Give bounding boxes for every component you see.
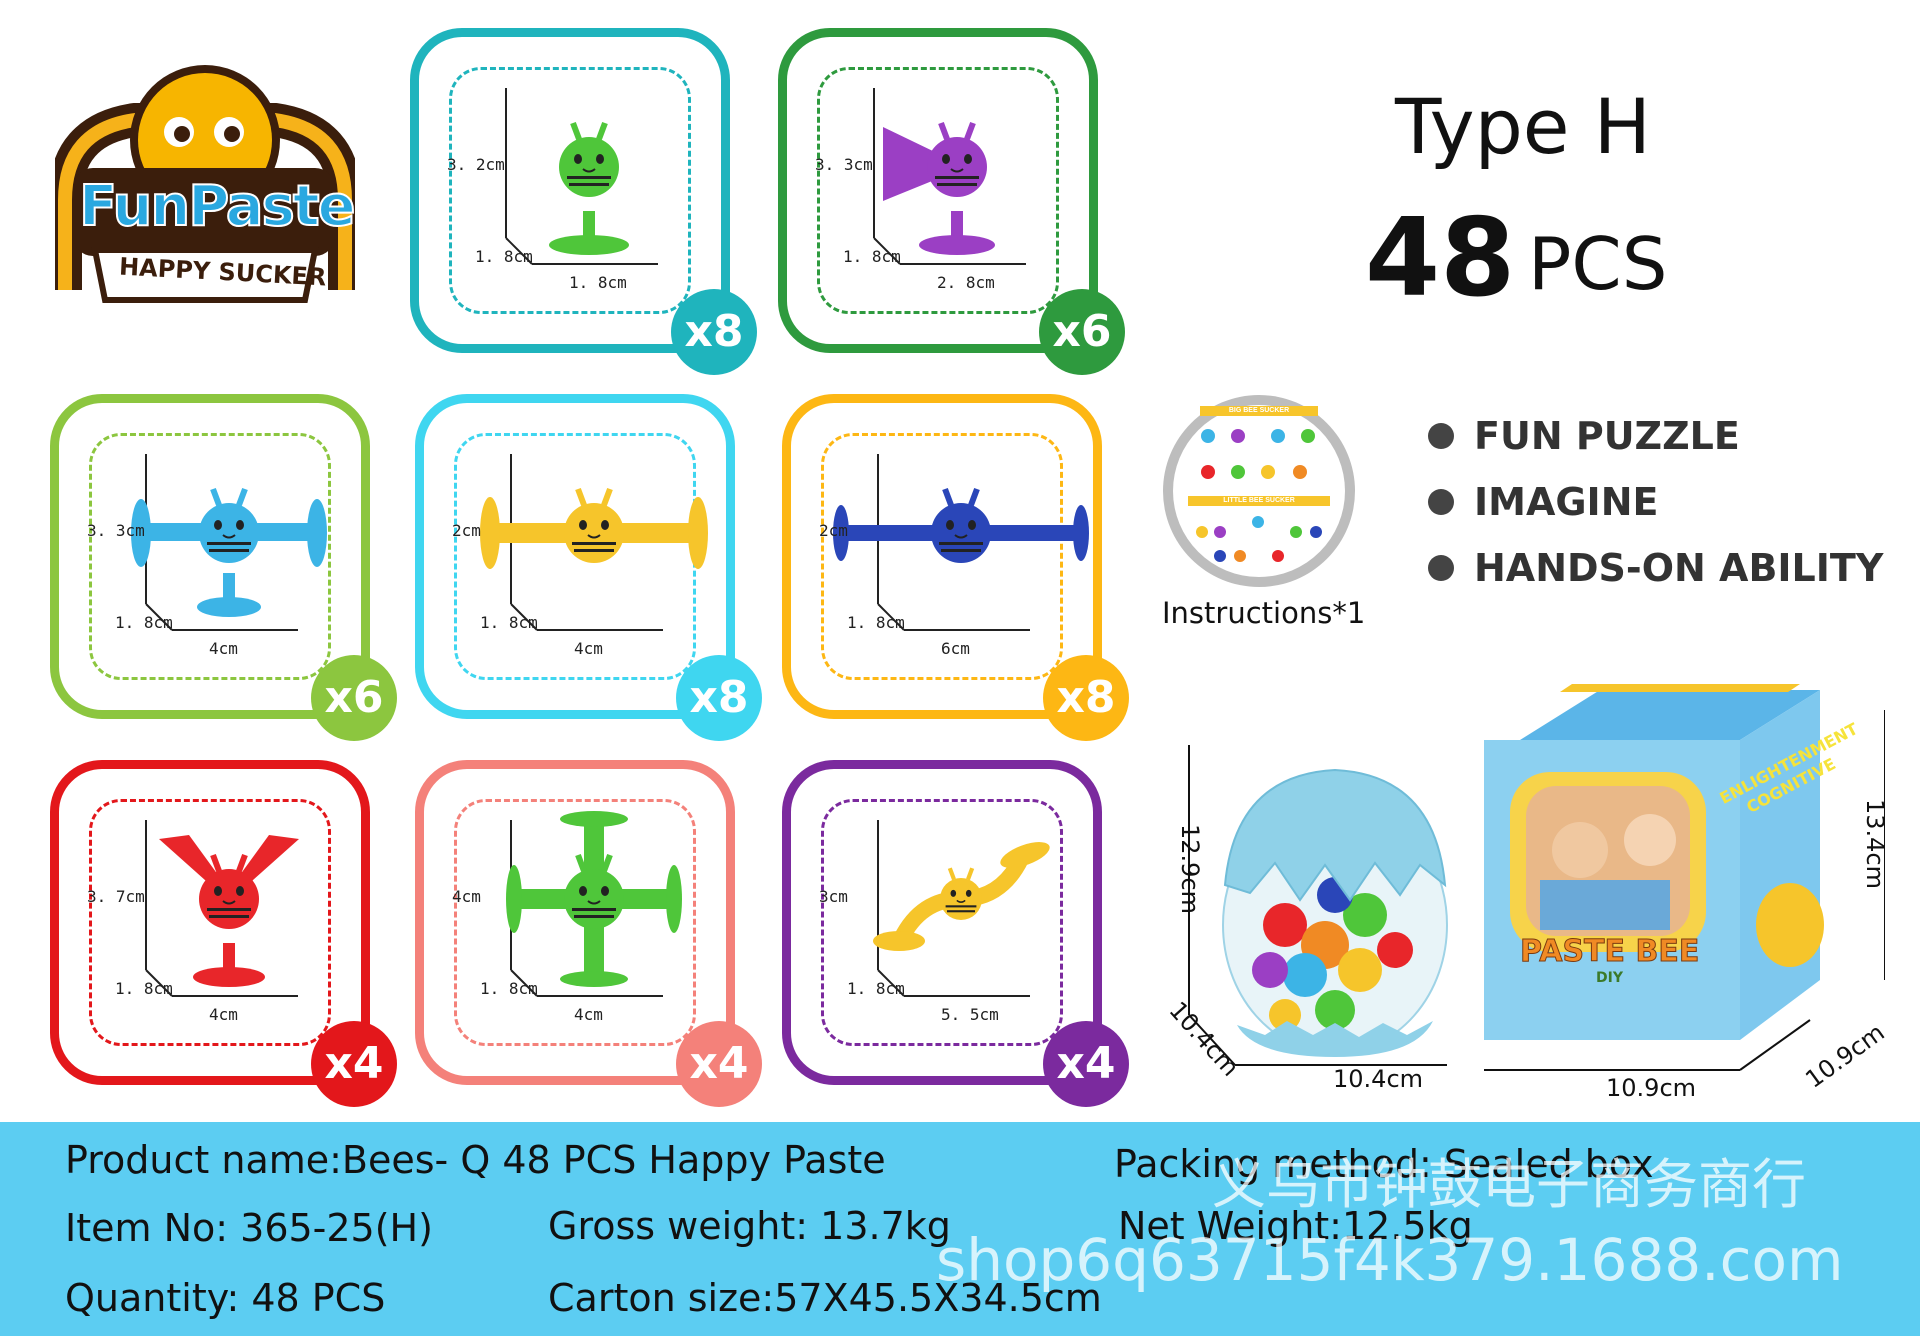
- watermark-shop-name: 义乌市钟鼓电子商务商行: [1212, 1153, 1806, 1216]
- product-card-c3: 3. 3cm 1. 8cm 4cm x6: [50, 394, 397, 741]
- piece-count: 48: [1365, 196, 1516, 321]
- sucker-toy-image: [873, 842, 1050, 951]
- packing-method: Packing method: Sealed box: [1114, 1142, 1654, 1186]
- product-card-c7: 4cm 1. 8cm 4cm x4: [415, 760, 762, 1107]
- quantity-badge: x4: [1043, 1021, 1129, 1107]
- depth-label: 1. 8cm: [847, 613, 905, 632]
- quantity: Quantity: 48 PCS: [65, 1276, 386, 1320]
- bullet-icon: [1428, 489, 1454, 515]
- card-dashed-border: [817, 67, 1059, 314]
- width-label: 4cm: [574, 639, 603, 658]
- sucker-toy-image: [549, 121, 629, 255]
- feature-hands-on: HANDS-ON ABILITY: [1428, 546, 1883, 590]
- dimension-axes: [505, 88, 658, 265]
- box-package: ENLIGHTENMENT COGNITIVE PASTE BEE DIY 13…: [1480, 680, 1890, 1102]
- quantity-badge: x4: [676, 1021, 762, 1107]
- width-label: 6cm: [941, 639, 970, 658]
- product-card-c1: 3. 2cm 1. 8cm 1. 8cm x8: [410, 28, 757, 375]
- sucker-toy-image: [480, 487, 708, 569]
- item-number: Item No: 365-25(H): [65, 1206, 433, 1250]
- info-banner: [0, 1122, 1920, 1336]
- instructions-bottom-label: LITTLE BEE SUCKER: [1223, 497, 1295, 504]
- height-label: 3. 3cm: [815, 155, 873, 174]
- type-title: Type H: [1395, 82, 1651, 171]
- height-label: 2cm: [452, 521, 481, 540]
- sucker-toy-image: [506, 811, 682, 987]
- product-card-c2: 3. 3cm 1. 8cm 2. 8cm x6: [778, 28, 1125, 375]
- instructions-caption: Instructions*1: [1162, 596, 1366, 630]
- height-label: 3. 2cm: [447, 155, 505, 174]
- feature-imagine: IMAGINE: [1428, 480, 1658, 524]
- bullet-icon: [1428, 555, 1454, 581]
- net-weight: Net Weight:12.5kg: [1118, 1204, 1473, 1248]
- gross-weight: Gross weight: 13.7kg: [548, 1204, 951, 1248]
- funpaste-logo: FunPaste HAPPY SUCKER: [48, 60, 362, 320]
- width-label: 4cm: [209, 639, 238, 658]
- height-label: 3. 3cm: [87, 521, 145, 540]
- egg-height-label: 12.9cm: [1176, 823, 1205, 915]
- depth-label: 1. 8cm: [480, 613, 538, 632]
- dimension-axes: [873, 88, 1026, 265]
- sucker-toy-image: [833, 487, 1089, 563]
- quantity-badge: x6: [1039, 289, 1125, 375]
- instructions-sheet: BIG BEE SUCKER LITTLE BEE SUCKER: [1160, 392, 1358, 590]
- width-label: 4cm: [574, 1005, 603, 1024]
- piece-unit: PCS: [1528, 222, 1668, 306]
- product-card-c4: 2cm 1. 8cm 4cm x8: [415, 394, 762, 741]
- product-card-c8: 3cm 1. 8cm 5. 5cm x4: [782, 760, 1129, 1107]
- depth-label: 1. 8cm: [115, 979, 173, 998]
- height-label: 2cm: [819, 521, 848, 540]
- card-dashed-border: [449, 67, 691, 314]
- dimension-axes: [145, 820, 298, 997]
- depth-label: 1. 8cm: [847, 979, 905, 998]
- depth-label: 1. 8cm: [480, 979, 538, 998]
- depth-label: 1. 8cm: [115, 613, 173, 632]
- egg-package: 12.9cm 10.4cm 10.4cm: [1163, 735, 1465, 1095]
- depth-label: 1. 8cm: [843, 247, 901, 266]
- watermark-shop-url: shop6q63715f4k379.1688.com: [936, 1226, 1844, 1294]
- height-label: 4cm: [452, 887, 481, 906]
- box-width-label: 10.9cm: [1606, 1074, 1697, 1102]
- quantity-badge: x8: [676, 655, 762, 741]
- box-height-label: 13.4cm: [1861, 798, 1890, 890]
- feature-label: FUN PUZZLE: [1474, 414, 1740, 458]
- card-dashed-border: [454, 799, 696, 1046]
- quantity-badge: x4: [311, 1021, 397, 1107]
- quantity-badge: x8: [1043, 655, 1129, 741]
- box-front-sub: DIY: [1596, 970, 1623, 986]
- width-label: 5. 5cm: [941, 1005, 999, 1024]
- sucker-toy-image: [131, 487, 327, 617]
- feature-label: HANDS-ON ABILITY: [1474, 546, 1884, 590]
- product-name: Product name:Bees- Q 48 PCS Happy Paste: [65, 1138, 886, 1182]
- bullet-icon: [1428, 423, 1454, 449]
- sucker-toy-image: [159, 835, 299, 987]
- carton-size: Carton size:57X45.5X34.5cm: [548, 1276, 1102, 1320]
- product-card-c5: 2cm 1. 8cm 6cm x8: [782, 394, 1129, 741]
- depth-label: 1. 8cm: [475, 247, 533, 266]
- width-label: 1. 8cm: [569, 273, 627, 292]
- width-label: 4cm: [209, 1005, 238, 1024]
- height-label: 3cm: [819, 887, 848, 906]
- box-front-text: PASTE BEE: [1519, 934, 1700, 970]
- width-label: 2. 8cm: [937, 273, 995, 292]
- quantity-badge: x6: [311, 655, 397, 741]
- card-dashed-border: [89, 799, 331, 1046]
- product-card-c6: 3. 7cm 1. 8cm 4cm x4: [50, 760, 397, 1107]
- logo-brand: FunPaste: [78, 173, 357, 240]
- height-label: 3. 7cm: [87, 887, 145, 906]
- card-dashed-border: [89, 433, 331, 680]
- egg-width-label: 10.4cm: [1333, 1065, 1424, 1093]
- card-dashed-border: [821, 433, 1063, 680]
- sucker-toy-image: [883, 121, 995, 255]
- card-dashed-border: [821, 799, 1063, 1046]
- instructions-top-label: BIG BEE SUCKER: [1228, 407, 1290, 414]
- feature-fun-puzzle: FUN PUZZLE: [1428, 414, 1740, 458]
- quantity-badge: x8: [671, 289, 757, 375]
- feature-label: IMAGINE: [1474, 480, 1659, 524]
